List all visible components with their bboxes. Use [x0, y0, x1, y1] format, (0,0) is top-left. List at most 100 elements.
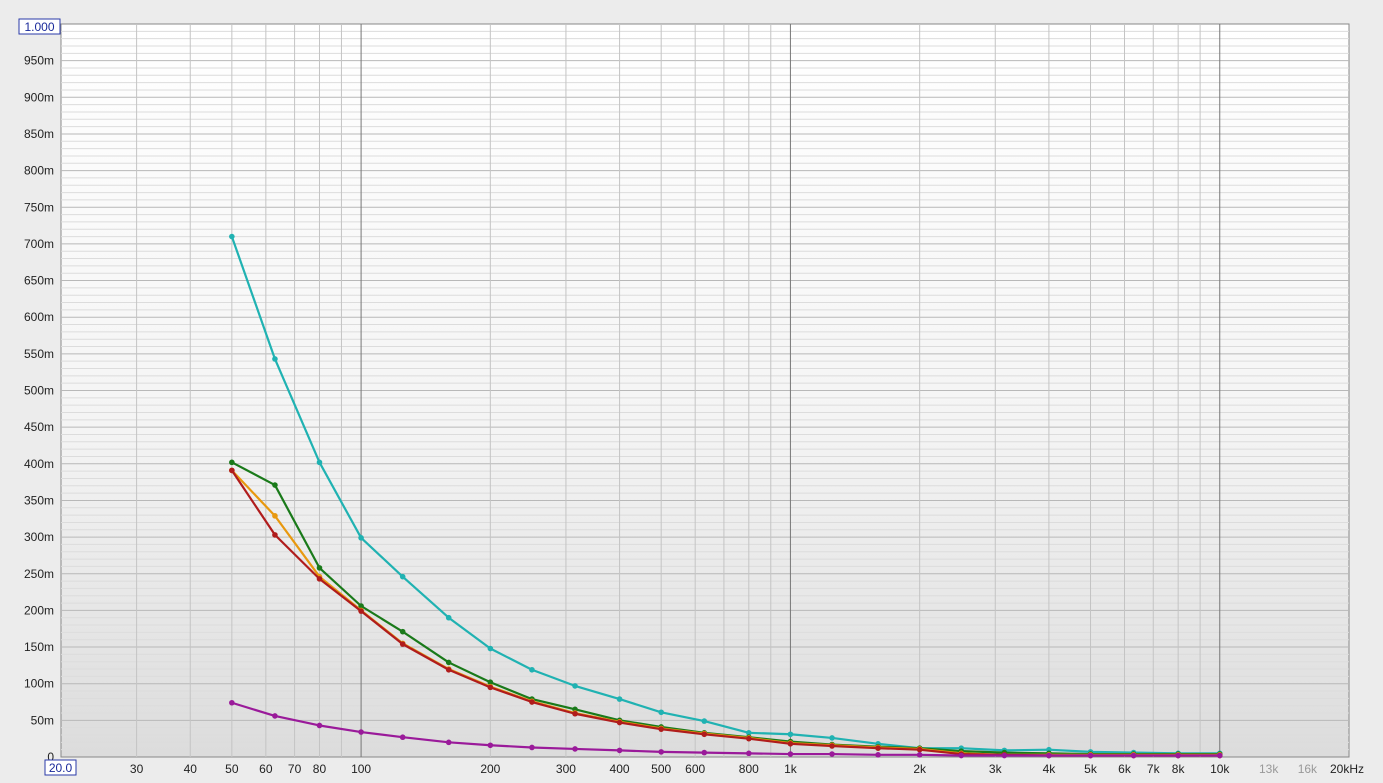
x-tick-label: 40: [184, 762, 198, 776]
data-point: [529, 744, 535, 751]
y-tick-label: 850m: [24, 127, 54, 141]
y-top-box[interactable]: [18, 18, 61, 35]
data-point: [658, 749, 664, 755]
data-point: [958, 752, 965, 759]
y-tick-label: 650m: [24, 274, 54, 288]
y-tick-label: 150m: [24, 640, 54, 654]
x-start-label: 20.0: [49, 761, 73, 775]
data-point: [445, 614, 452, 621]
data-point: [787, 751, 794, 757]
data-point: [787, 731, 794, 738]
y-tick-label: 200m: [24, 603, 54, 617]
y-axis-labels: 950m 900m 850m 800m 750m 700m 650m 600m 550m 500m…: [24, 54, 54, 764]
y-tick-label: 50m: [31, 713, 54, 727]
data-point: [272, 513, 278, 519]
series-1: [229, 233, 1223, 757]
y-tick-label: 800m: [24, 164, 54, 178]
x-tick-label: 300: [556, 762, 576, 776]
data-point: [272, 356, 278, 362]
data-point: [487, 742, 494, 749]
data-point: [1130, 752, 1137, 759]
data-point: [358, 729, 364, 735]
data-point: [746, 750, 752, 757]
data-point: [445, 739, 452, 746]
y-tick-label: 950m: [24, 54, 54, 68]
x-tick-label: 6k: [1118, 762, 1132, 776]
y-tick-label: 350m: [24, 493, 54, 507]
data-point: [875, 745, 881, 752]
x-tick-label: 4k: [1043, 762, 1057, 776]
data-point: [746, 735, 752, 742]
y-top-label: 1.000: [24, 20, 54, 34]
x-tick-label: 16k: [1298, 762, 1318, 776]
data-point: [358, 608, 364, 614]
x-tick-label: 1k: [784, 762, 798, 776]
data-point: [572, 746, 578, 752]
data-point: [616, 719, 623, 726]
y-tick-label: 600m: [24, 310, 54, 324]
data-point: [316, 459, 323, 466]
x-tick-label: 13k: [1259, 762, 1279, 776]
x-tick-label: 20kHz: [1330, 762, 1364, 776]
x-tick-label: 8k: [1172, 762, 1186, 776]
data-point: [358, 535, 364, 541]
data-point: [916, 746, 923, 753]
x-tick-label: 600: [685, 762, 705, 776]
data-point: [229, 699, 235, 706]
data-point: [229, 459, 235, 466]
x-tick-label: 3k: [989, 762, 1003, 776]
data-point: [829, 735, 835, 741]
y-tick-label: 400m: [24, 457, 54, 471]
data-point: [272, 713, 278, 719]
x-start-box[interactable]: [44, 759, 77, 776]
x-tick-label: 10k: [1210, 762, 1230, 776]
y-tick-label: 750m: [24, 200, 54, 214]
series-5: [229, 699, 1223, 759]
data-point: [829, 751, 835, 757]
x-tick-label: 30: [130, 762, 144, 776]
data-point: [616, 747, 623, 754]
data-point: [399, 734, 406, 741]
y-tick-label: 450m: [24, 420, 54, 434]
data-point: [445, 659, 452, 666]
grid: [61, 24, 1349, 757]
data-point: [358, 603, 364, 609]
data-point: [272, 532, 278, 538]
data-point: [487, 645, 494, 652]
data-point: [572, 683, 578, 689]
data-point: [701, 731, 708, 738]
data-point: [616, 696, 623, 702]
x-tick-label: 5k: [1084, 762, 1098, 776]
y-tick-label: 700m: [24, 237, 54, 251]
data-point: [487, 679, 494, 686]
data-point: [746, 730, 752, 736]
data-point: [829, 743, 835, 749]
data-point: [399, 628, 406, 635]
series-lines: [229, 233, 1223, 759]
x-tick-label: 7k: [1147, 762, 1161, 776]
data-point: [701, 749, 708, 756]
series-line: [231, 701, 1220, 757]
data-point: [399, 641, 406, 647]
data-point: [1087, 752, 1094, 759]
data-point: [445, 666, 452, 673]
x-axis-labels: 30 40 50 60 70 80 100 200 300 400 500 600 800 1k 2k 3k 4…: [130, 762, 1364, 776]
x-tick-label: 70: [288, 762, 302, 776]
data-point: [916, 752, 923, 758]
data-point: [875, 752, 881, 758]
y-tick-label: 250m: [24, 567, 54, 581]
y-tick-label: 500m: [24, 384, 54, 398]
series-line: [230, 236, 1220, 755]
y-tick-label: 300m: [24, 530, 54, 544]
data-point: [399, 573, 406, 580]
data-point: [1001, 752, 1008, 759]
data-point: [316, 565, 323, 571]
data-point: [229, 233, 235, 240]
x-tick-label: 100: [351, 762, 371, 776]
x-tick-label: 200: [480, 762, 500, 776]
x-tick-label: 2k: [913, 762, 927, 776]
data-point: [529, 666, 535, 673]
x-tick-label: 80: [313, 762, 327, 776]
data-point: [701, 718, 708, 724]
